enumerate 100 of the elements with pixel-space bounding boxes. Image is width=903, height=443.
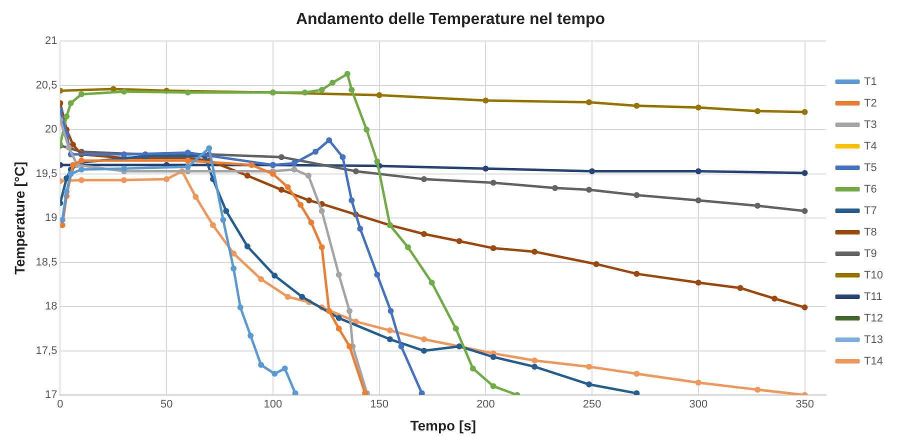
- legend-label: T8: [864, 226, 877, 238]
- point: [802, 304, 808, 310]
- point: [272, 370, 278, 377]
- point: [344, 70, 350, 77]
- point: [60, 222, 66, 228]
- legend-label: T9: [864, 248, 877, 260]
- x-tick-label: 100: [264, 398, 282, 411]
- point: [490, 180, 496, 186]
- legend-label: T14: [864, 355, 884, 368]
- point: [223, 208, 230, 214]
- y-tick-label: 17: [44, 389, 58, 402]
- point: [586, 99, 592, 106]
- point: [184, 150, 191, 156]
- point: [292, 390, 298, 395]
- point: [357, 226, 364, 232]
- point: [364, 126, 370, 133]
- point: [121, 177, 128, 184]
- point: [420, 231, 427, 238]
- point: [210, 222, 216, 228]
- y-tick-label: 19,5: [36, 168, 58, 180]
- legend-label: T10: [864, 269, 884, 282]
- point: [291, 166, 298, 172]
- point: [278, 186, 284, 193]
- legend-label: T2: [864, 97, 877, 110]
- point: [284, 184, 291, 190]
- point: [121, 166, 128, 172]
- legend-label: T12: [864, 312, 884, 324]
- point: [282, 365, 288, 372]
- point: [634, 270, 640, 277]
- point: [695, 104, 702, 111]
- point: [164, 176, 170, 182]
- point: [121, 88, 128, 95]
- point: [348, 86, 355, 93]
- point: [244, 243, 250, 250]
- point: [352, 168, 359, 174]
- point: [305, 172, 312, 179]
- legend-label: T7: [864, 204, 877, 217]
- point: [248, 162, 255, 168]
- point: [312, 148, 318, 155]
- point: [346, 308, 353, 314]
- point: [532, 364, 538, 370]
- point: [482, 166, 489, 172]
- legend-label: T3: [864, 118, 877, 131]
- legend-label: T13: [864, 334, 884, 346]
- legend-label: T6: [864, 183, 877, 196]
- point: [452, 326, 459, 332]
- point: [336, 315, 342, 322]
- point: [68, 170, 74, 177]
- point: [374, 158, 380, 164]
- x-tick-label: 250: [582, 398, 602, 411]
- point: [374, 272, 380, 278]
- point: [326, 308, 332, 314]
- point: [418, 390, 425, 395]
- point: [192, 194, 199, 200]
- point: [420, 336, 427, 342]
- point: [482, 97, 489, 104]
- point: [490, 383, 496, 390]
- point: [318, 208, 325, 214]
- y-tick-label: 18,5: [36, 256, 58, 268]
- legend-label: T5: [864, 162, 877, 174]
- point: [184, 164, 191, 170]
- point: [64, 188, 70, 195]
- point: [420, 348, 427, 354]
- point: [299, 294, 306, 300]
- point: [470, 365, 476, 372]
- chart-title: Andamento delle Temperature nel tempo: [296, 11, 606, 28]
- point: [754, 202, 761, 209]
- point: [586, 381, 592, 388]
- point: [248, 332, 254, 339]
- y-tick-label: 17,5: [36, 344, 58, 357]
- legend-label: T1: [864, 76, 877, 88]
- point: [586, 186, 592, 193]
- point: [376, 92, 382, 98]
- point: [405, 244, 412, 250]
- point: [237, 304, 244, 310]
- point: [802, 108, 808, 115]
- point: [634, 390, 640, 395]
- point: [754, 386, 761, 393]
- point: [330, 80, 336, 86]
- point: [306, 197, 312, 204]
- point: [70, 142, 76, 148]
- point: [589, 168, 596, 174]
- point: [326, 137, 332, 144]
- point: [318, 244, 325, 250]
- point: [60, 216, 66, 223]
- point: [258, 362, 264, 368]
- point: [206, 145, 212, 152]
- point: [66, 144, 72, 150]
- point: [593, 261, 600, 268]
- point: [695, 380, 702, 386]
- point: [398, 343, 404, 350]
- x-tick-label: 0: [57, 398, 64, 411]
- point: [737, 284, 744, 291]
- point: [278, 154, 284, 160]
- point: [386, 336, 393, 342]
- y-tick-label: 20,5: [36, 79, 58, 92]
- point: [220, 216, 226, 223]
- point: [634, 370, 640, 377]
- y-tick-label: 18: [44, 300, 58, 313]
- point: [121, 151, 128, 158]
